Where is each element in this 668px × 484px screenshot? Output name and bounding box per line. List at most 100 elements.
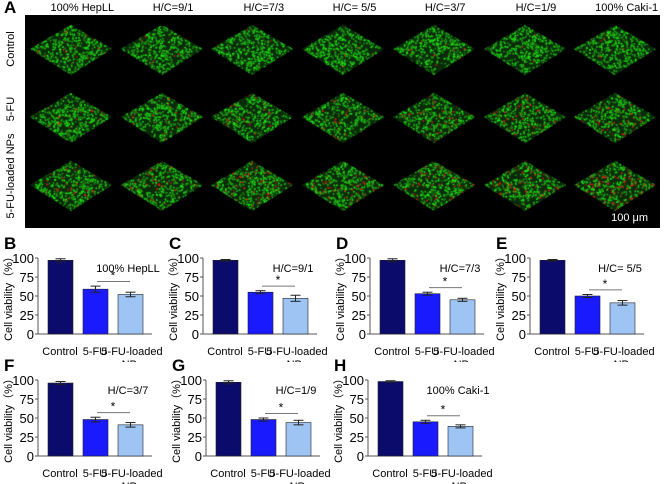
- bar-5-fu: [247, 291, 274, 335]
- x-tick-label: 5-FU: [575, 346, 600, 358]
- y-axis-label: Cell viability（%）: [170, 373, 183, 463]
- y-axis-label: Cell viability（%）: [167, 251, 180, 341]
- y-tick-label: 100: [12, 251, 34, 266]
- y-tick-label: 100: [342, 373, 364, 388]
- x-tick-label: NPs: [287, 359, 308, 362]
- y-axis-label: Cell viability（%）: [2, 373, 15, 463]
- bar-control: [215, 381, 242, 457]
- y-tick-label: 50: [350, 411, 364, 426]
- significance-marker: *: [443, 275, 448, 289]
- bar-5-fu-loaded-nps: [117, 424, 144, 457]
- microscopy-tile: [118, 159, 205, 215]
- panel-letter: E: [496, 234, 507, 253]
- x-tick-label: Control: [207, 346, 242, 358]
- column-header: H/C=1/9: [515, 2, 557, 14]
- column-header: 100% HepLL: [50, 2, 115, 14]
- y-tick-label: 75: [188, 392, 202, 407]
- microscopy-tile: [28, 91, 114, 147]
- x-tick-label: 5-FU-loaded: [101, 468, 162, 480]
- bar-control: [377, 381, 404, 457]
- y-tick-label: 100: [344, 251, 366, 266]
- significance-marker: *: [111, 400, 116, 414]
- y-tick-label: 0: [357, 449, 364, 464]
- y-tick-label: 75: [20, 392, 34, 407]
- microscopy-tile: [572, 91, 659, 147]
- bar-5-fu: [414, 293, 441, 335]
- microscopy-tile: [572, 23, 659, 79]
- significance-marker: *: [603, 277, 608, 291]
- x-tick-label: 5-FU-loaded: [269, 468, 330, 480]
- y-tick-label: 25: [20, 430, 34, 445]
- y-tick-label: 25: [185, 308, 199, 323]
- x-tick-label: Control: [534, 346, 569, 358]
- bar-5-fu: [250, 419, 277, 457]
- y-tick-label: 50: [20, 289, 34, 304]
- row-label-5fu: 5-FU: [5, 96, 17, 122]
- panel-letter: F: [4, 356, 14, 375]
- y-tick-label: 50: [20, 411, 34, 426]
- y-tick-label: 50: [185, 289, 199, 304]
- y-axis-label: Cell viability（%）: [494, 251, 507, 341]
- x-tick-label: Control: [374, 346, 409, 358]
- microscopy-tile: [300, 23, 387, 79]
- y-axis-label: Cell viability（%）: [332, 373, 345, 463]
- bar-control: [47, 259, 74, 335]
- microscopy-tile: [390, 23, 477, 79]
- chart-title: H/C=7/3: [440, 263, 481, 275]
- microscopy-tile: [390, 159, 477, 215]
- y-tick-label: 25: [20, 308, 34, 323]
- column-header: 100% Caki-1: [595, 2, 659, 14]
- microscopy-tile: [481, 23, 568, 79]
- x-tick-label: 5-FU-loaded: [593, 346, 654, 358]
- y-tick-label: 25: [350, 430, 364, 445]
- panel-letter: C: [169, 234, 181, 253]
- y-tick-label: 0: [192, 327, 199, 342]
- panel-letter-a: A: [4, 0, 17, 17]
- y-tick-label: 75: [185, 270, 199, 285]
- y-tick-label: 0: [519, 327, 526, 342]
- x-tick-label: NPs: [290, 481, 311, 484]
- bar-control: [212, 259, 239, 335]
- bar-5-fu-loaded-nps: [449, 299, 476, 335]
- chart-title: H/C=3/7: [108, 385, 149, 397]
- x-tick-label: 5-FU: [83, 346, 108, 358]
- bar-5-fu: [82, 419, 109, 457]
- chart-title: 100% Caki-1: [427, 385, 490, 397]
- row-label-control: Control: [5, 31, 17, 67]
- y-tick-label: 100: [177, 251, 199, 266]
- x-tick-label: 5-FU: [251, 468, 276, 480]
- y-tick-label: 75: [350, 392, 364, 407]
- significance-marker: *: [111, 269, 116, 283]
- panel-letter: D: [336, 234, 348, 253]
- bar-5-fu: [82, 288, 109, 335]
- bar-5-fu-loaded-nps: [117, 294, 144, 335]
- microscopy-grid: 100 μm: [25, 15, 660, 228]
- y-tick-label: 50: [188, 411, 202, 426]
- microscopy-tile: [300, 159, 387, 215]
- chart-title: 100% HepLL: [96, 263, 160, 275]
- chart-title: H/C= 5/5: [598, 263, 642, 275]
- y-tick-label: 0: [27, 449, 34, 464]
- bar-5-fu-loaded-nps: [447, 426, 474, 457]
- x-tick-label: 5-FU: [413, 468, 438, 480]
- x-tick-label: 5-FU: [248, 346, 273, 358]
- y-tick-label: 50: [352, 289, 366, 304]
- x-tick-label: NPs: [614, 359, 635, 362]
- x-tick-label: NPs: [122, 481, 143, 484]
- microscopy-tile: [390, 91, 477, 147]
- x-tick-label: 5-FU-loaded: [433, 346, 494, 358]
- x-tick-label: Control: [42, 346, 77, 358]
- x-tick-label: 5-FU: [83, 468, 108, 480]
- microscopy-tile: [28, 23, 114, 79]
- column-header: H/C=7/3: [243, 2, 285, 14]
- microscopy-tile: [300, 91, 387, 147]
- microscopy-tile: [209, 91, 296, 147]
- panel-letter: B: [4, 234, 16, 253]
- column-header: H/C= 5/5: [332, 2, 377, 14]
- microscopy-tile: [481, 91, 568, 147]
